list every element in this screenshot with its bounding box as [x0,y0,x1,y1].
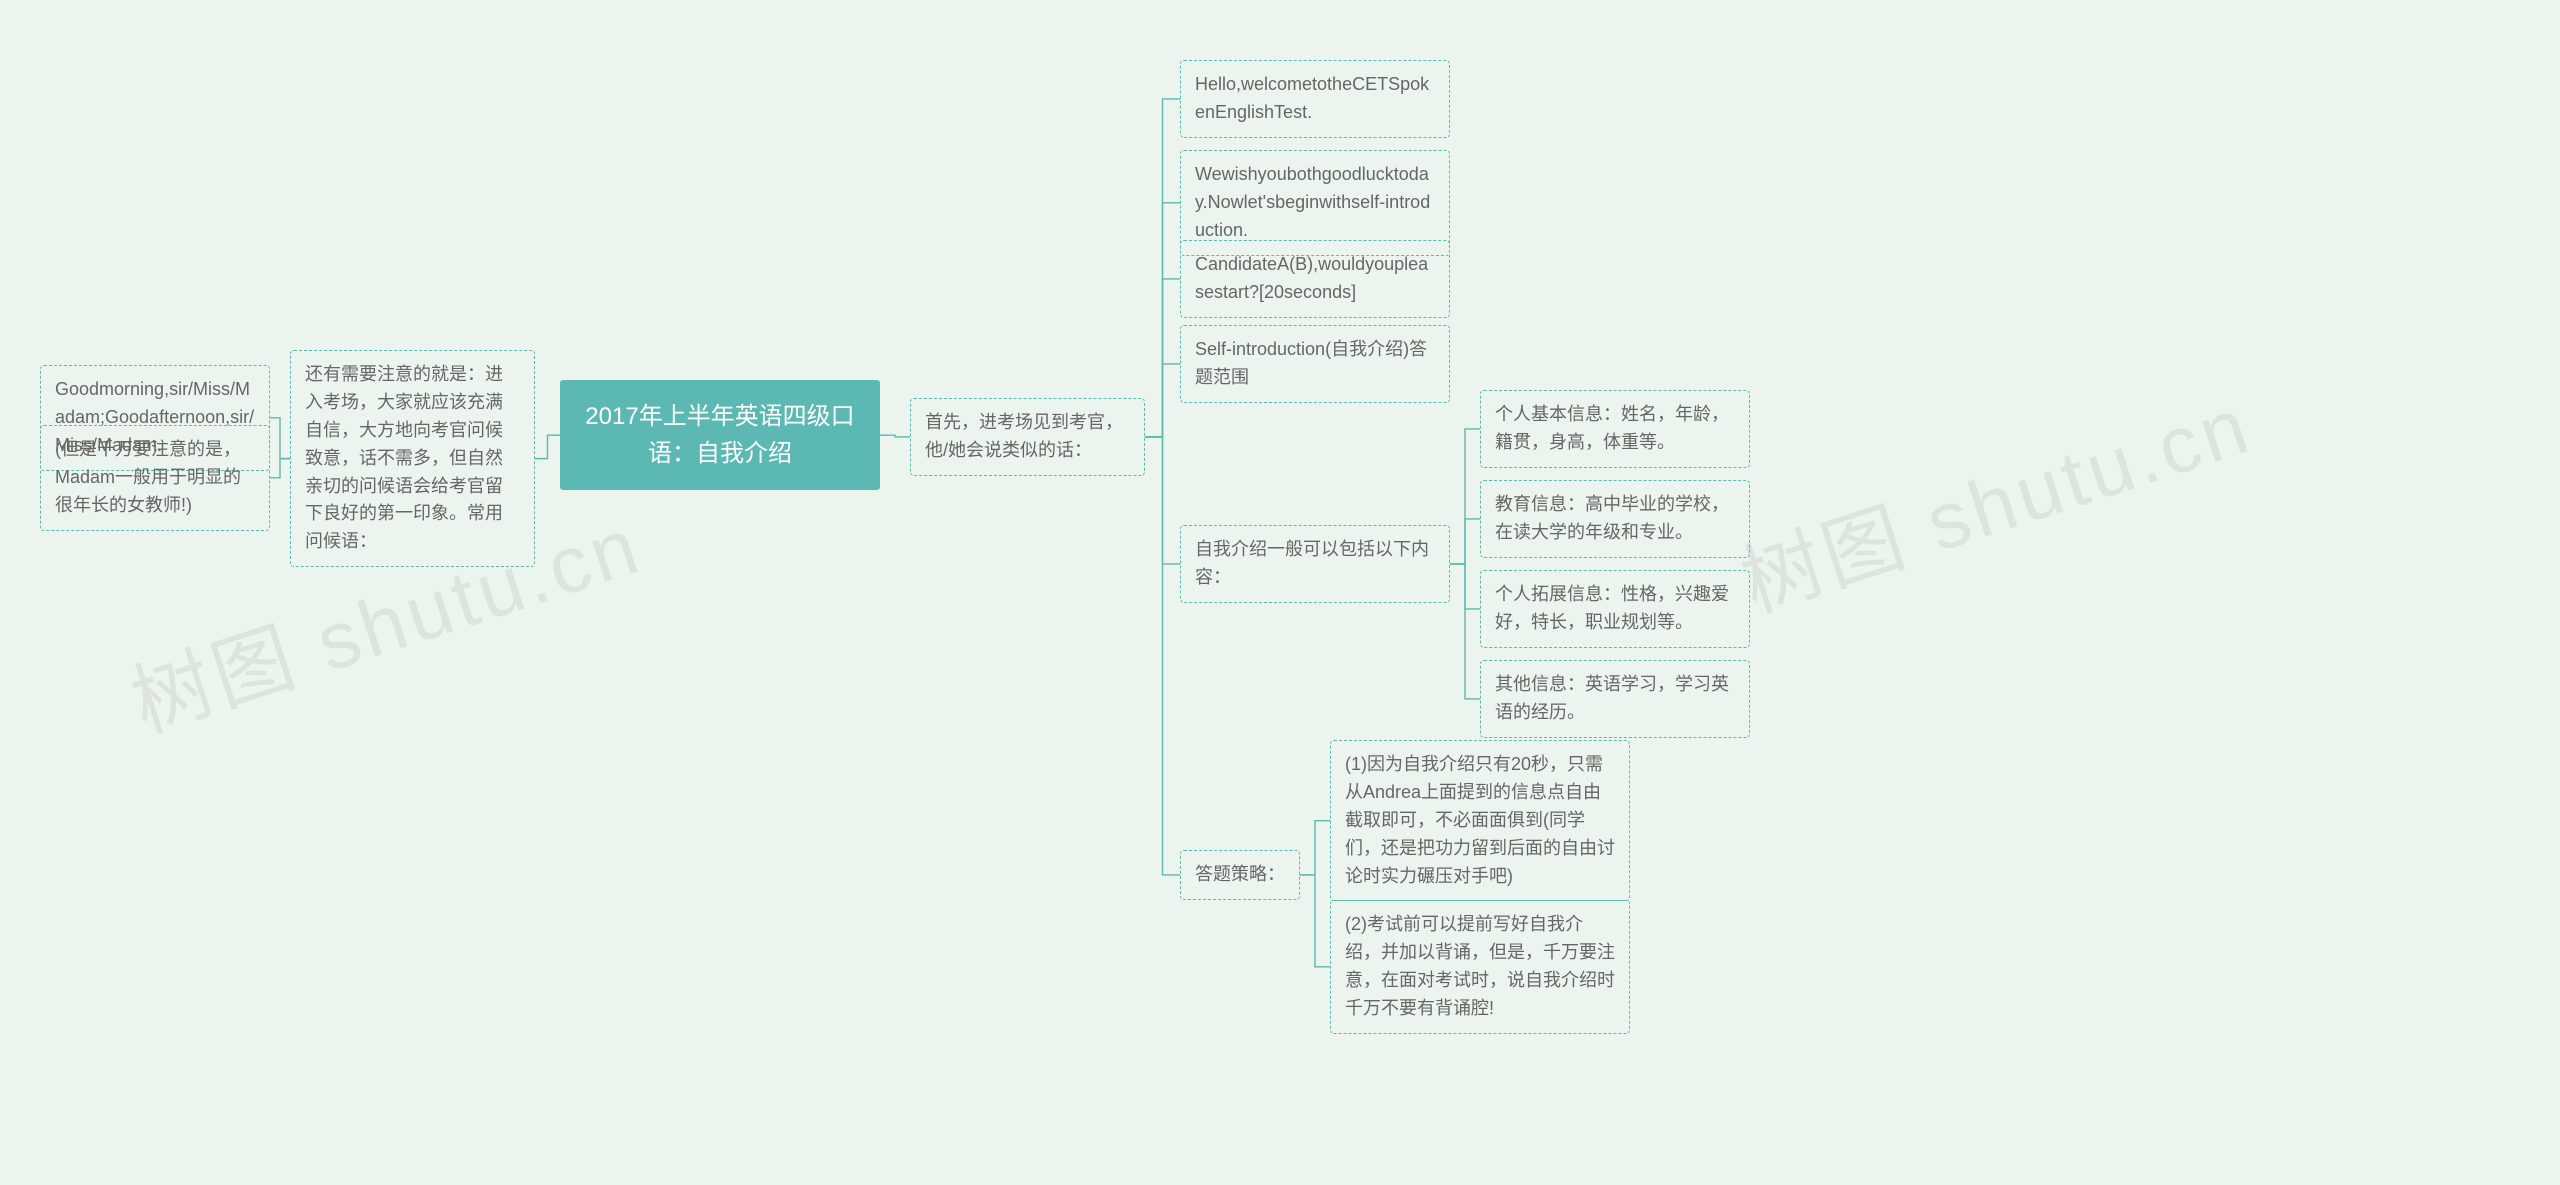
mindmap-node: Self-introduction(自我介绍)答题范围 [1180,325,1450,403]
mindmap-node: (2)考试前可以提前写好自我介绍，并加以背诵，但是，千万要注意，在面对考试时，说… [1330,900,1630,1034]
mindmap-root: 2017年上半年英语四级口语：自我介绍 [560,380,880,490]
watermark: 树图 shutu.cn [1725,361,2264,635]
mindmap-node: (1)因为自我介绍只有20秒，只需从Andrea上面提到的信息点自由截取即可，不… [1330,740,1630,901]
mindmap-node: 答题策略： [1180,850,1300,900]
mindmap-node: (但是千万要注意的是，Madam一般用于明显的很年长的女教师!) [40,425,270,531]
mindmap-node: 个人拓展信息：性格，兴趣爱好，特长，职业规划等。 [1480,570,1750,648]
mindmap-node: Hello,welcometotheCETSpokenEnglishTest. [1180,60,1450,138]
mindmap-node: CandidateA(B),wouldyoupleasestart?[20sec… [1180,240,1450,318]
mindmap-node: 其他信息：英语学习，学习英语的经历。 [1480,660,1750,738]
mindmap-node: 首先，进考场见到考官，他/她会说类似的话： [910,398,1145,476]
mindmap-node: 个人基本信息：姓名，年龄，籍贯，身高，体重等。 [1480,390,1750,468]
mindmap-node: 还有需要注意的就是：进入考场，大家就应该充满自信，大方地向考官问候致意，话不需多… [290,350,535,567]
mindmap-node: 自我介绍一般可以包括以下内容： [1180,525,1450,603]
mindmap-node: 教育信息：高中毕业的学校，在读大学的年级和专业。 [1480,480,1750,558]
